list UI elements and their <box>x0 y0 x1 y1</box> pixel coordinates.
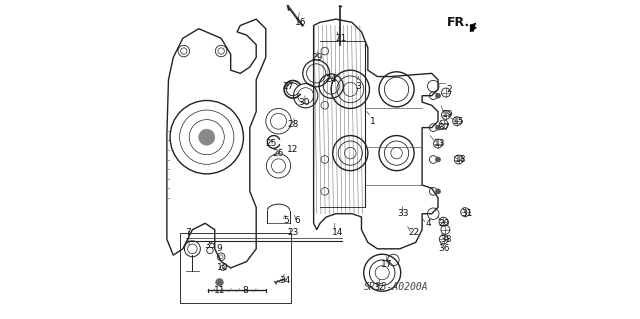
Text: 6: 6 <box>295 216 301 225</box>
Text: 25: 25 <box>265 139 276 148</box>
Text: 12: 12 <box>287 145 299 154</box>
Bar <box>180 233 291 303</box>
Text: 24: 24 <box>326 75 337 84</box>
Text: 30: 30 <box>298 98 310 107</box>
Circle shape <box>216 278 223 286</box>
Text: 26: 26 <box>273 149 284 158</box>
Text: 9: 9 <box>216 244 222 253</box>
Text: 3: 3 <box>355 82 361 91</box>
Text: 4: 4 <box>426 219 431 228</box>
Text: FR.: FR. <box>447 16 470 29</box>
Text: 38: 38 <box>440 235 452 244</box>
Circle shape <box>435 93 440 98</box>
Circle shape <box>435 125 440 130</box>
Text: 20: 20 <box>439 219 450 228</box>
Text: 22: 22 <box>408 228 420 237</box>
Text: 31: 31 <box>461 209 472 218</box>
Text: 36: 36 <box>438 244 450 253</box>
Text: 8: 8 <box>242 286 248 295</box>
Text: SR33-A0200A: SR33-A0200A <box>364 282 429 292</box>
Circle shape <box>199 129 215 145</box>
Text: 19: 19 <box>442 110 453 119</box>
Circle shape <box>435 189 440 194</box>
Text: 15: 15 <box>453 117 465 126</box>
Text: 37: 37 <box>438 123 450 132</box>
Text: 7: 7 <box>185 228 191 237</box>
Text: 23: 23 <box>287 228 299 237</box>
Text: 16: 16 <box>295 18 307 27</box>
Circle shape <box>435 157 440 162</box>
Text: 1: 1 <box>370 117 376 126</box>
Text: 11: 11 <box>214 286 225 295</box>
Text: 33: 33 <box>397 209 409 218</box>
Text: 14: 14 <box>332 228 343 237</box>
Text: 5: 5 <box>284 216 289 225</box>
Text: 28: 28 <box>287 120 299 129</box>
Text: 17: 17 <box>381 260 393 269</box>
Text: 13: 13 <box>434 139 445 148</box>
Text: 18: 18 <box>454 155 466 164</box>
Text: 34: 34 <box>279 276 291 285</box>
Text: 2: 2 <box>446 85 452 94</box>
Text: 32: 32 <box>373 283 385 292</box>
Text: 35: 35 <box>204 241 216 250</box>
Text: 21: 21 <box>335 34 346 43</box>
Text: 27: 27 <box>282 82 294 91</box>
Text: 29: 29 <box>311 53 323 62</box>
Text: 10: 10 <box>217 263 228 272</box>
Polygon shape <box>470 23 476 32</box>
